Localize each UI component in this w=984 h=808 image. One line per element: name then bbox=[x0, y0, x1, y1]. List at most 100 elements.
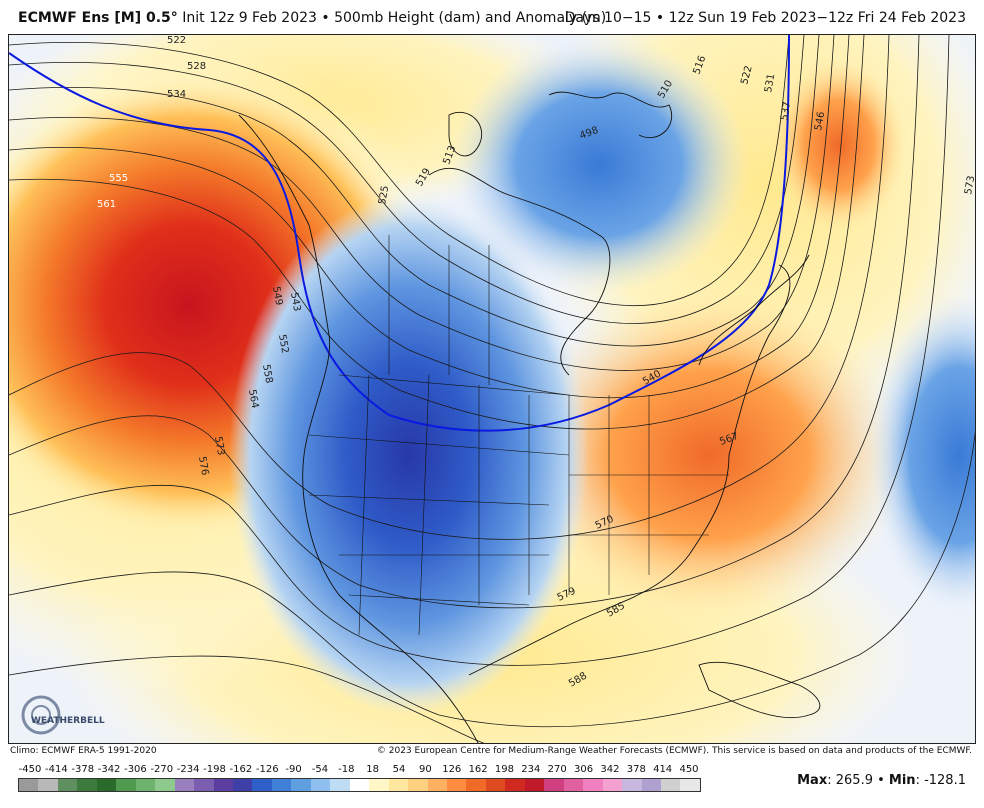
colorbar-swatch bbox=[194, 779, 214, 791]
colorbar-tick-label: -450 bbox=[18, 764, 42, 775]
colorbar-swatch bbox=[466, 779, 486, 791]
copyright-note: © 2023 European Centre for Medium-Range … bbox=[376, 746, 972, 756]
colorbar-tick-label: 234 bbox=[521, 764, 541, 775]
colorbar-tick-label: 270 bbox=[547, 764, 567, 775]
colorbar-tick-label: -234 bbox=[176, 764, 200, 775]
colorbar-tick-label: -414 bbox=[45, 764, 68, 775]
contour-label: 528 bbox=[187, 61, 206, 72]
colorbar-swatch bbox=[427, 779, 447, 791]
colorbar-tick-label: 342 bbox=[600, 764, 620, 775]
colorbar-tick-label: -342 bbox=[97, 764, 121, 775]
colorbar-ticks: -450 -414 -378 -342 -306 -270 -234 -198 -162 -126… bbox=[18, 764, 701, 778]
colorbar-tick-label: 198 bbox=[494, 764, 515, 775]
colorbar-tick-label: 126 bbox=[442, 764, 462, 775]
colorbar-swatch bbox=[330, 779, 350, 791]
min-label: Min bbox=[888, 773, 916, 788]
colorbar-swatch bbox=[680, 779, 700, 791]
colorbar-swatch bbox=[349, 779, 370, 791]
colorbar-swatch bbox=[369, 779, 389, 791]
colorbar-tick-label: -378 bbox=[71, 764, 95, 775]
colorbar-tick-label: 450 bbox=[679, 764, 699, 775]
max-label: Max bbox=[797, 773, 828, 788]
colorbar-swatch bbox=[174, 779, 195, 791]
colorbar-swatch bbox=[38, 779, 58, 791]
colorbar-swatch bbox=[252, 779, 272, 791]
colorbar bbox=[18, 778, 701, 792]
colorbar-swatch bbox=[232, 779, 253, 791]
header-title: ECMWF Ens [M] 0.5° Init 12z 9 Feb 2023 •… bbox=[18, 10, 606, 26]
borders bbox=[308, 235, 729, 636]
colorbar-tick-label: -126 bbox=[255, 764, 279, 775]
colorbar-swatch bbox=[291, 779, 311, 791]
colorbar-tick-label: 414 bbox=[653, 764, 673, 775]
colorbar-swatch bbox=[77, 779, 97, 791]
colorbar-tick-label: -198 bbox=[203, 764, 226, 775]
colorbar-tick-label: -270 bbox=[150, 764, 174, 775]
colorbar-tick-label: -90 bbox=[285, 764, 302, 775]
max-value: 265.9 bbox=[835, 773, 873, 788]
colorbar-swatch bbox=[135, 779, 156, 791]
colorbar-swatch bbox=[388, 779, 409, 791]
weatherbell-logo: WEATHERBELL bbox=[21, 695, 105, 735]
contour-label: 555 bbox=[109, 173, 128, 184]
colorbar-swatch bbox=[96, 779, 117, 791]
colorbar-swatch bbox=[563, 779, 584, 791]
colorbar-swatch bbox=[602, 779, 623, 791]
contour-label: 549 bbox=[270, 286, 284, 307]
logo-text: WEATHERBELL bbox=[31, 716, 105, 726]
model-name: ECMWF Ens [M] 0.5° bbox=[18, 10, 178, 26]
colorbar-tick-label: 306 bbox=[574, 764, 594, 775]
init-time: Init 12z 9 Feb 2023 bbox=[182, 10, 317, 26]
height-540-line bbox=[9, 35, 790, 432]
contour-label: 531 bbox=[763, 73, 777, 94]
contour-label: 525 bbox=[377, 185, 391, 206]
contour-label: 576 bbox=[196, 456, 210, 477]
contour-label: 537 bbox=[779, 101, 793, 122]
colorbar-swatch bbox=[446, 779, 467, 791]
contour-label: 543 bbox=[288, 292, 302, 313]
climo-note: Climo: ECMWF ERA-5 1991-2020 bbox=[10, 746, 157, 756]
forecast-map: 522 528 534 555 561 525 519 513 498 510 … bbox=[8, 34, 976, 744]
colorbar-swatch bbox=[485, 779, 506, 791]
contour-label: 522 bbox=[739, 64, 755, 85]
colorbar-swatch bbox=[271, 779, 292, 791]
colorbar-tick-label: 378 bbox=[626, 764, 646, 775]
colorbar-swatch bbox=[19, 779, 39, 791]
contour-label: 534 bbox=[167, 89, 186, 100]
colorbar-tick-label: -18 bbox=[338, 764, 355, 775]
contour-label: 522 bbox=[167, 35, 186, 46]
valid-period: Days 10−15 • 12z Sun 19 Feb 2023−12z Fri… bbox=[564, 10, 966, 26]
contour-label: 573 bbox=[212, 436, 226, 457]
colorbar-tick-label: 18 bbox=[366, 764, 380, 775]
coastlines bbox=[238, 91, 821, 743]
colorbar-swatch bbox=[583, 779, 603, 791]
colorbar-swatch bbox=[505, 779, 525, 791]
colorbar-tick-label: -306 bbox=[124, 764, 147, 775]
colorbar-swatch bbox=[408, 779, 428, 791]
colorbar-swatch bbox=[155, 779, 175, 791]
colorbar-tick-label: -162 bbox=[229, 764, 253, 775]
min-value: -128.1 bbox=[924, 773, 966, 788]
colorbar-tick-label: 54 bbox=[392, 764, 406, 775]
max-min-readout: Max: 265.9 • Min: -128.1 bbox=[797, 773, 966, 788]
contour-label: 573 bbox=[963, 175, 976, 196]
colorbar-swatch bbox=[660, 779, 681, 791]
colorbar-tick-label: 162 bbox=[468, 764, 488, 775]
anomaly-shading bbox=[9, 35, 975, 743]
colorbar-tick-label: 90 bbox=[419, 764, 432, 775]
separator: • bbox=[321, 10, 335, 26]
height-contours bbox=[9, 35, 975, 743]
contour-label: 564 bbox=[246, 389, 260, 410]
field-name: 500mb Height (dam) and Anomaly (m) bbox=[334, 10, 607, 26]
colorbar-swatch bbox=[544, 779, 564, 791]
contour-label: 546 bbox=[813, 111, 827, 132]
colorbar-swatch bbox=[116, 779, 136, 791]
colorbar-swatch bbox=[622, 779, 642, 791]
colorbar-swatch bbox=[310, 779, 331, 791]
contour-label: 552 bbox=[276, 334, 290, 355]
colorbar-swatch bbox=[213, 779, 233, 791]
contour-label: 561 bbox=[97, 199, 116, 210]
colorbar-swatch bbox=[641, 779, 661, 791]
contour-label: 558 bbox=[260, 364, 274, 385]
colorbar-tick-label: -54 bbox=[311, 764, 329, 775]
